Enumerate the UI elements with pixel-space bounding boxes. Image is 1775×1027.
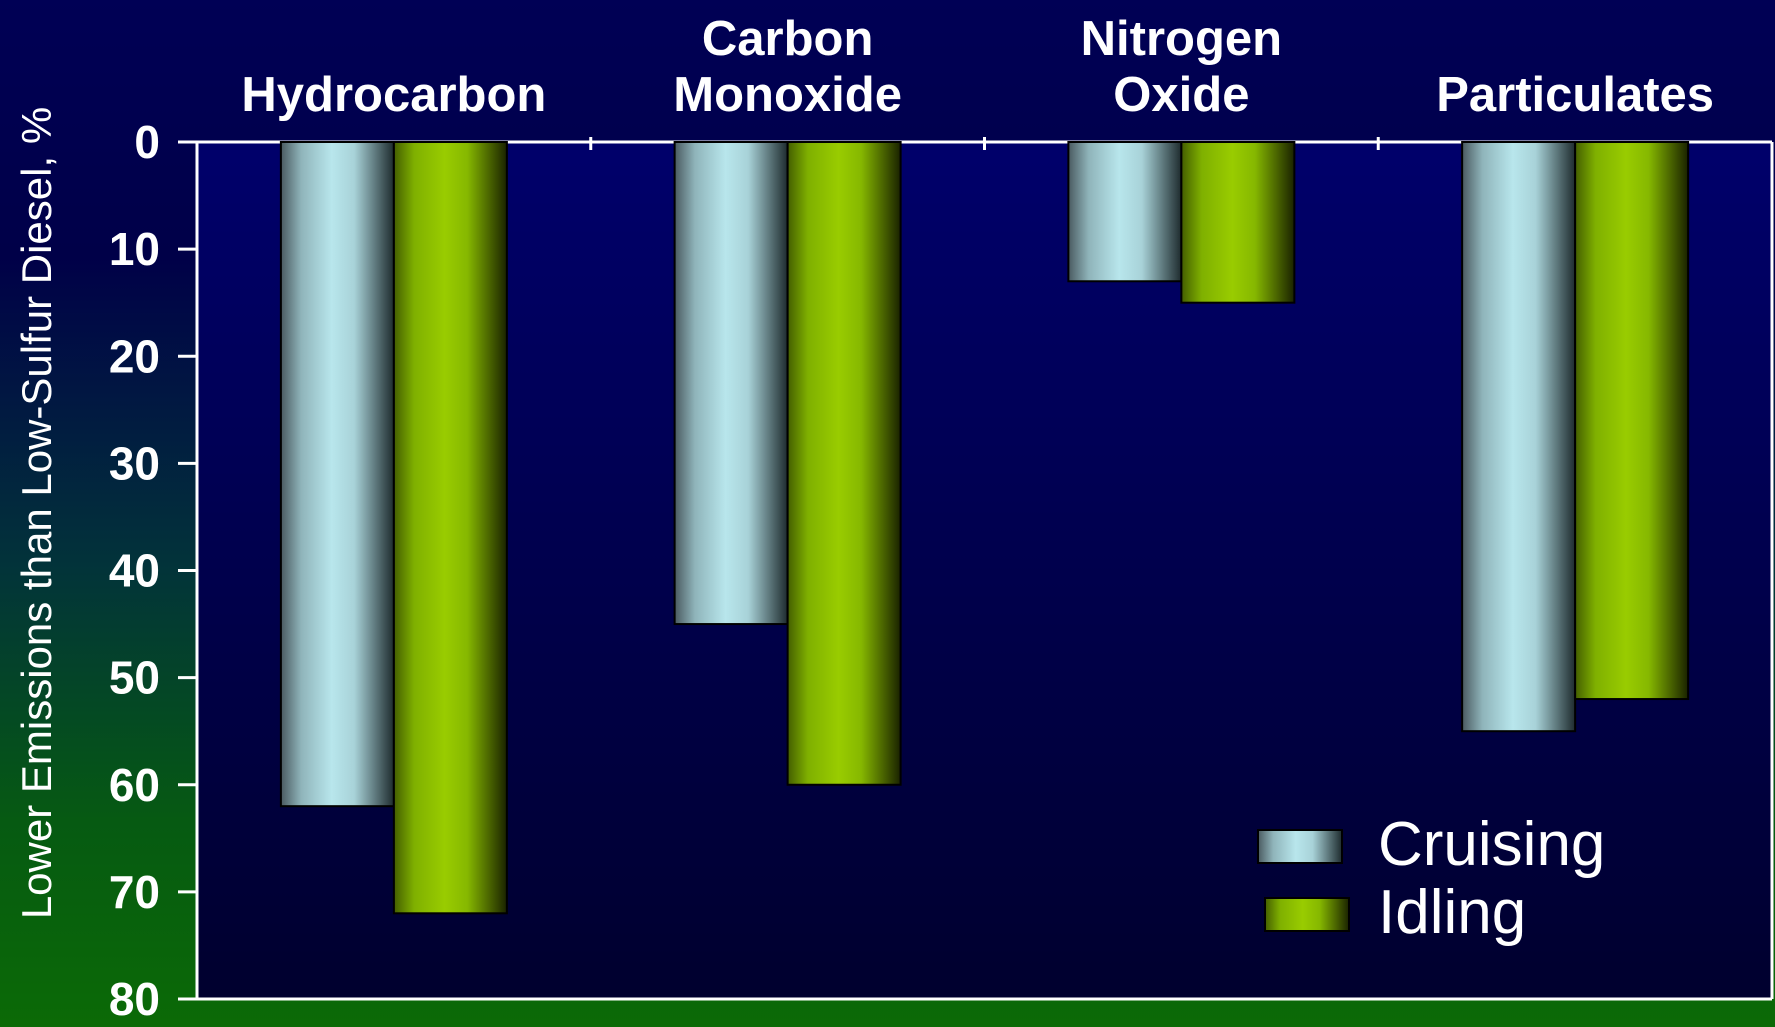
y-tick-label: 70: [109, 866, 160, 918]
y-tick-label: 0: [134, 116, 160, 168]
y-tick-label: 10: [109, 223, 160, 275]
y-tick-label: 60: [109, 759, 160, 811]
y-tick-label: 30: [109, 437, 160, 489]
y-tick-label: 40: [109, 545, 160, 597]
legend-label: Cruising: [1378, 810, 1605, 879]
category-label-line: Hydrocarbon: [241, 68, 546, 122]
bar-cruising: [673, 141, 789, 626]
y-tick-label: 80: [109, 973, 160, 1025]
bar-idling: [392, 141, 508, 915]
bar-idling: [1574, 141, 1690, 701]
y-tick-label: 50: [109, 652, 160, 704]
legend-swatch-cruising: [1257, 829, 1343, 864]
bar-cruising: [1067, 141, 1183, 283]
category-label: Hydrocarbon: [241, 68, 546, 122]
y-axis-label: Lower Emissions than Low-Sulfur Diesel, …: [13, 106, 60, 920]
category-label: Nitrogen Oxide: [1081, 12, 1282, 122]
category-label-line: Monoxide: [673, 68, 902, 122]
bar-cruising: [1461, 141, 1577, 733]
category-label: Particulates: [1436, 68, 1714, 122]
category-label-line: Oxide: [1113, 68, 1249, 122]
bar-idling: [1180, 141, 1296, 304]
legend-label: Idling: [1378, 878, 1526, 947]
bar-cruising: [279, 141, 395, 808]
legend-swatch-idling: [1264, 897, 1350, 932]
category-label-line: Particulates: [1436, 68, 1714, 122]
y-tick-label: 20: [109, 330, 160, 382]
bar-idling: [786, 141, 902, 786]
category-label-line: Carbon: [702, 12, 874, 66]
category-label-line: Nitrogen: [1081, 12, 1282, 66]
category-label: Carbon Monoxide: [673, 12, 902, 122]
